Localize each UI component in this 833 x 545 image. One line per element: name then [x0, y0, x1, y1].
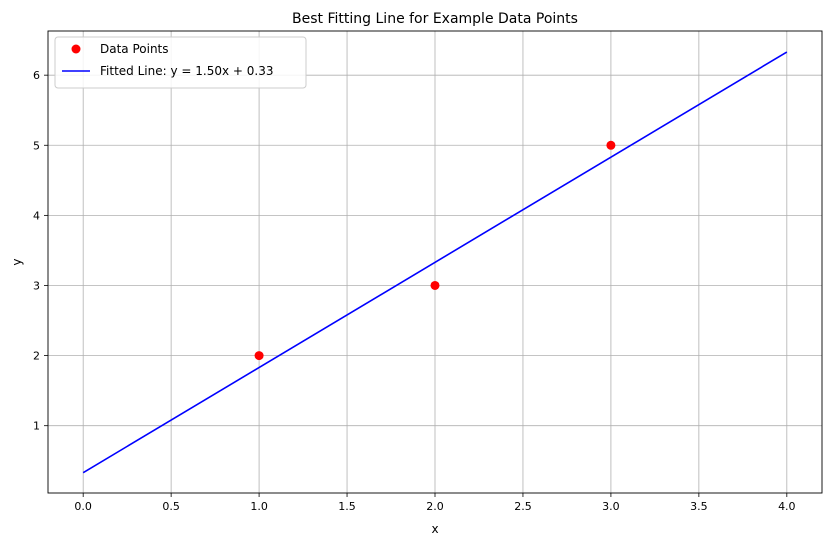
legend-label-data-points: Data Points [100, 42, 169, 56]
y-tick-label: 6 [33, 69, 40, 82]
x-tick-label: 0.0 [74, 500, 92, 513]
x-tick-label: 0.5 [162, 500, 180, 513]
x-tick-label: 1.5 [338, 500, 356, 513]
ticks: 0.0 0.5 1.0 1.5 2.0 2.5 3.0 3.5 4.0 1 2 3 4 5 6 [33, 69, 796, 513]
legend-marker-data-points [71, 44, 81, 54]
y-tick-label: 1 [33, 420, 40, 433]
x-tick-label: 3.0 [602, 500, 620, 513]
data-point [606, 140, 616, 150]
y-tick-label: 3 [33, 279, 40, 292]
legend: Data Points Fitted Line: y = 1.50x + 0.3… [54, 36, 307, 89]
legend-label-fitted-line: Fitted Line: y = 1.50x + 0.33 [100, 64, 273, 78]
plot-area [82, 51, 788, 474]
legend-box [54, 36, 307, 89]
y-axis-label: y [10, 258, 24, 265]
data-point [430, 280, 440, 290]
y-tick-label: 4 [33, 209, 40, 222]
chart-title: Best Fitting Line for Example Data Point… [292, 11, 578, 27]
y-tick-label: 5 [33, 139, 40, 152]
x-tick-label: 2.5 [514, 500, 532, 513]
y-tick-label: 2 [33, 350, 40, 363]
fitted-line [82, 51, 788, 474]
x-axis-label: x [431, 522, 438, 536]
x-tick-label: 3.5 [690, 500, 708, 513]
grid [48, 31, 822, 493]
x-tick-label: 4.0 [778, 500, 796, 513]
x-tick-label: 1.0 [250, 500, 268, 513]
x-tick-label: 2.0 [426, 500, 444, 513]
data-point [254, 351, 264, 361]
